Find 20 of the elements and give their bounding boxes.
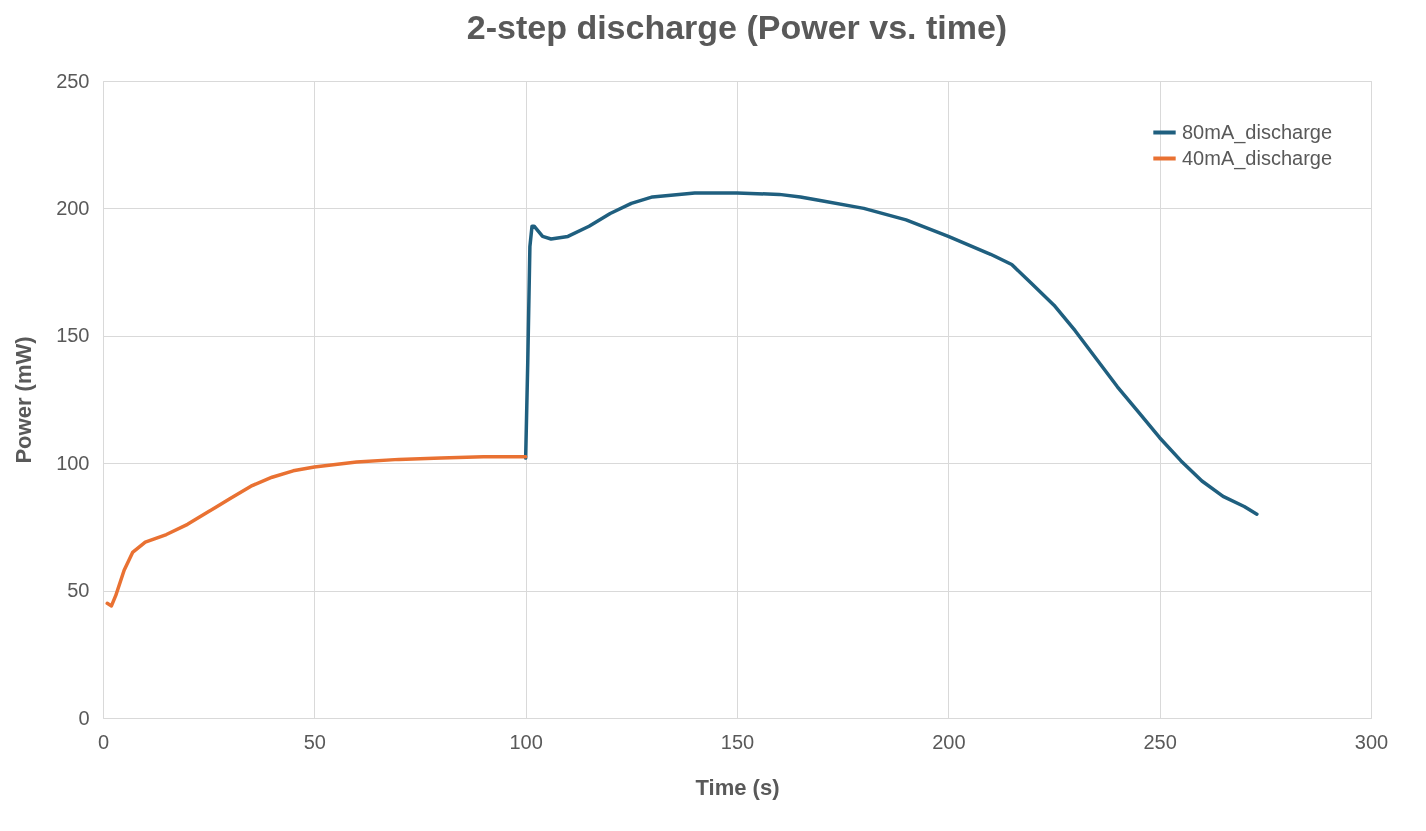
line-series <box>105 455 528 608</box>
y-tick-label: 150 <box>56 324 90 347</box>
x-tick-label: 250 <box>1143 730 1177 753</box>
x-tick-label: 300 <box>1354 730 1389 753</box>
y-axis-title: Power (mW) <box>11 336 37 464</box>
chart-title: 2-step discharge (Power vs. time) <box>466 8 1008 46</box>
x-tick-label: 100 <box>509 730 543 753</box>
x-tick-label: 200 <box>932 730 966 753</box>
y-tick-label: 200 <box>56 196 90 219</box>
y-tick-label: 100 <box>56 451 90 474</box>
y-tick-label: 250 <box>56 69 90 92</box>
x-tick-label: 0 <box>97 730 110 753</box>
legend-label: 80mA_discharge <box>1182 120 1333 144</box>
x-tick-label: 150 <box>720 730 755 753</box>
y-tick-label: 50 <box>67 579 90 602</box>
x-axis-title: Time (s) <box>695 774 780 800</box>
legend-label: 40mA_discharge <box>1182 146 1333 170</box>
x-tick-label: 50 <box>303 730 326 753</box>
line-series <box>523 191 1259 516</box>
y-tick-label: 0 <box>78 706 90 729</box>
